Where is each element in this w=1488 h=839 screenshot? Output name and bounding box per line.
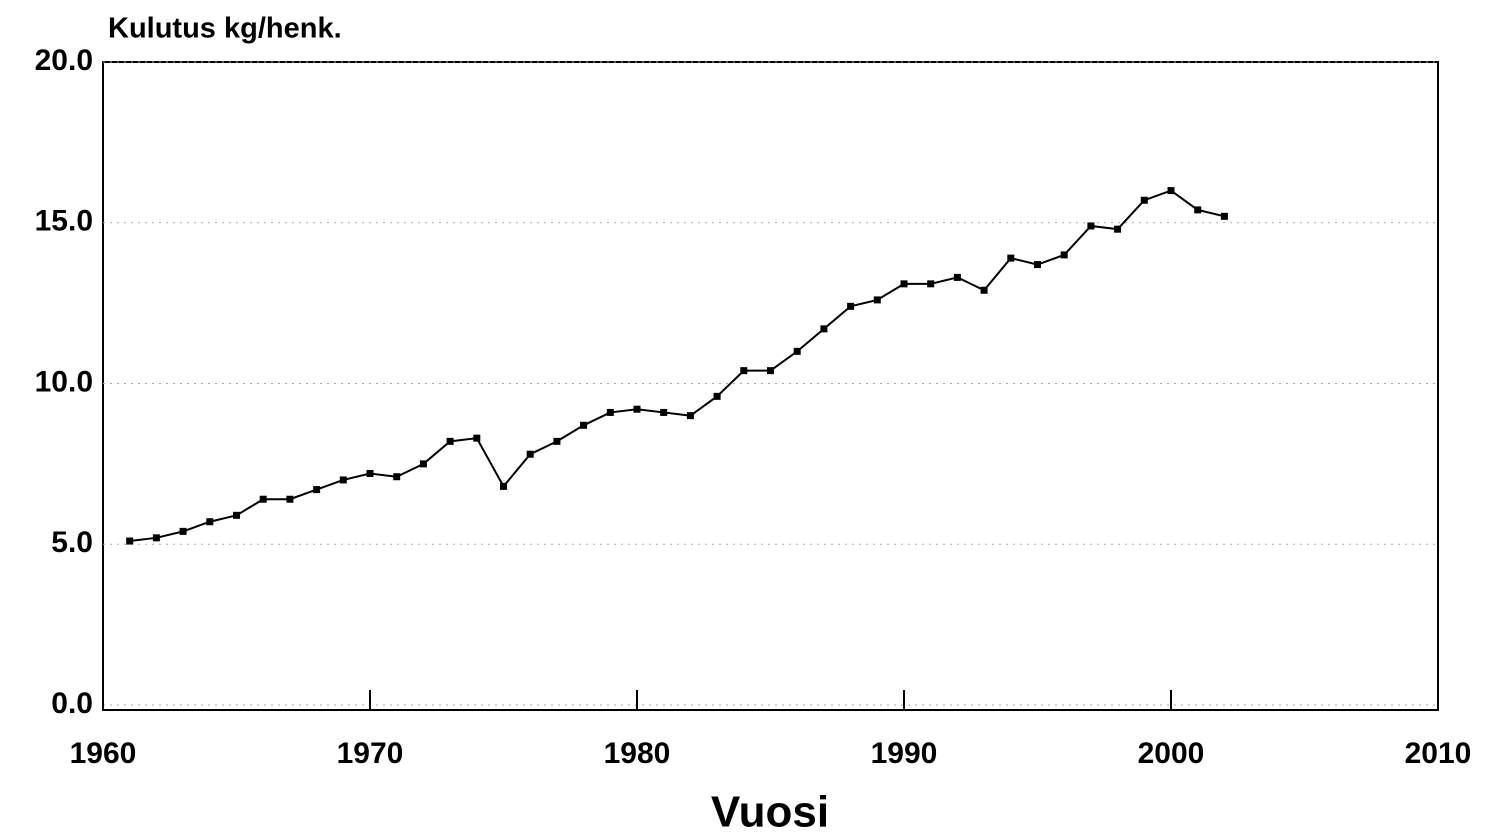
data-point bbox=[873, 296, 881, 304]
data-point bbox=[126, 537, 134, 545]
x-tick-label: 1960 bbox=[70, 737, 137, 770]
data-point bbox=[1034, 261, 1041, 269]
data-point bbox=[233, 511, 240, 519]
data-point bbox=[179, 527, 187, 535]
data-point bbox=[980, 286, 988, 294]
data-point bbox=[286, 495, 294, 503]
x-axis-label: Vuosi bbox=[711, 788, 829, 837]
data-line bbox=[129, 189, 1225, 543]
data-point bbox=[820, 325, 828, 333]
data-point bbox=[633, 405, 641, 413]
y-tick-label: 20.0 bbox=[35, 44, 93, 77]
data-point bbox=[660, 408, 668, 416]
data-point bbox=[500, 482, 507, 490]
data-point bbox=[1060, 251, 1068, 259]
x-tick-label: 1980 bbox=[604, 737, 671, 770]
data-point bbox=[419, 460, 427, 468]
data-point bbox=[152, 534, 160, 542]
data-point bbox=[473, 434, 481, 442]
data-point bbox=[339, 476, 347, 484]
data-point bbox=[393, 473, 401, 481]
data-point bbox=[847, 302, 855, 310]
y-axis-label: Kulutus kg/henk. bbox=[108, 13, 342, 45]
data-point bbox=[686, 412, 694, 420]
data-point bbox=[1007, 254, 1015, 262]
data-point bbox=[313, 486, 321, 494]
y-tick-label: 5.0 bbox=[51, 526, 93, 559]
x-tick-label: 1970 bbox=[337, 737, 404, 770]
data-point bbox=[580, 421, 588, 429]
data-point bbox=[526, 450, 534, 458]
y-tick-label: 0.0 bbox=[51, 687, 93, 720]
data-point bbox=[927, 280, 935, 288]
data-point bbox=[740, 367, 748, 375]
data-point bbox=[606, 408, 614, 416]
data-point bbox=[1194, 206, 1202, 214]
data-point bbox=[446, 437, 454, 445]
data-point bbox=[206, 518, 214, 526]
data-point bbox=[793, 347, 801, 355]
x-tick-label: 2010 bbox=[1405, 737, 1472, 770]
data-point bbox=[1220, 212, 1228, 220]
data-point bbox=[1114, 225, 1122, 233]
y-tick-label: 15.0 bbox=[35, 205, 93, 238]
data-point bbox=[1087, 222, 1095, 230]
y-tick-label: 10.0 bbox=[35, 365, 93, 398]
data-point bbox=[366, 470, 374, 478]
data-point bbox=[900, 280, 908, 288]
x-tick-label: 2000 bbox=[1138, 737, 1205, 770]
data-point bbox=[1140, 196, 1148, 204]
data-point bbox=[713, 392, 721, 400]
data-point bbox=[953, 273, 961, 281]
data-point bbox=[1167, 187, 1175, 195]
data-point bbox=[259, 495, 267, 503]
plot-frame bbox=[102, 61, 1439, 711]
data-point bbox=[767, 367, 774, 375]
data-point bbox=[553, 437, 561, 445]
x-tick-label: 1990 bbox=[871, 737, 938, 770]
